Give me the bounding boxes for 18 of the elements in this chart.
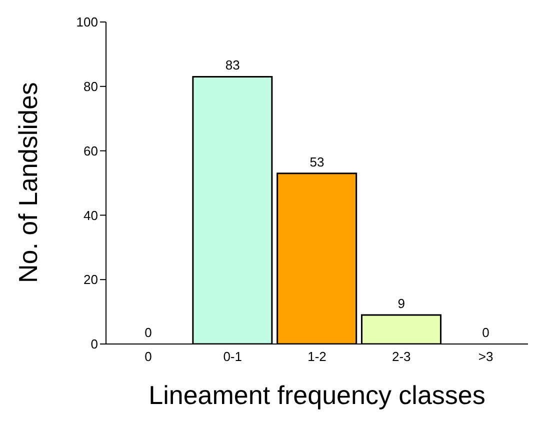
x-tick-label: 2-3	[392, 349, 411, 364]
x-tick-label: 0	[144, 349, 152, 364]
x-tick-label: 1-2	[308, 349, 326, 364]
x-tick-label: >3	[478, 349, 494, 364]
data-label: 9	[398, 296, 406, 312]
y-axis-title: No. of Landslides	[13, 82, 44, 283]
y-tick-label: 60	[84, 143, 98, 158]
y-tick-label: 20	[84, 272, 98, 288]
data-label: 0	[482, 325, 490, 340]
x-tick-label: 0-1	[223, 349, 242, 364]
y-tick-label: 100	[76, 14, 98, 30]
y-tick-label: 0	[90, 336, 98, 352]
y-tick-label: 40	[84, 208, 98, 223]
data-label: 83	[225, 58, 240, 73]
y-tick-label: 80	[84, 79, 98, 94]
data-label: 0	[144, 325, 152, 340]
data-label: 53	[310, 154, 324, 170]
x-axis-title: Lineament frequency classes	[148, 380, 486, 410]
